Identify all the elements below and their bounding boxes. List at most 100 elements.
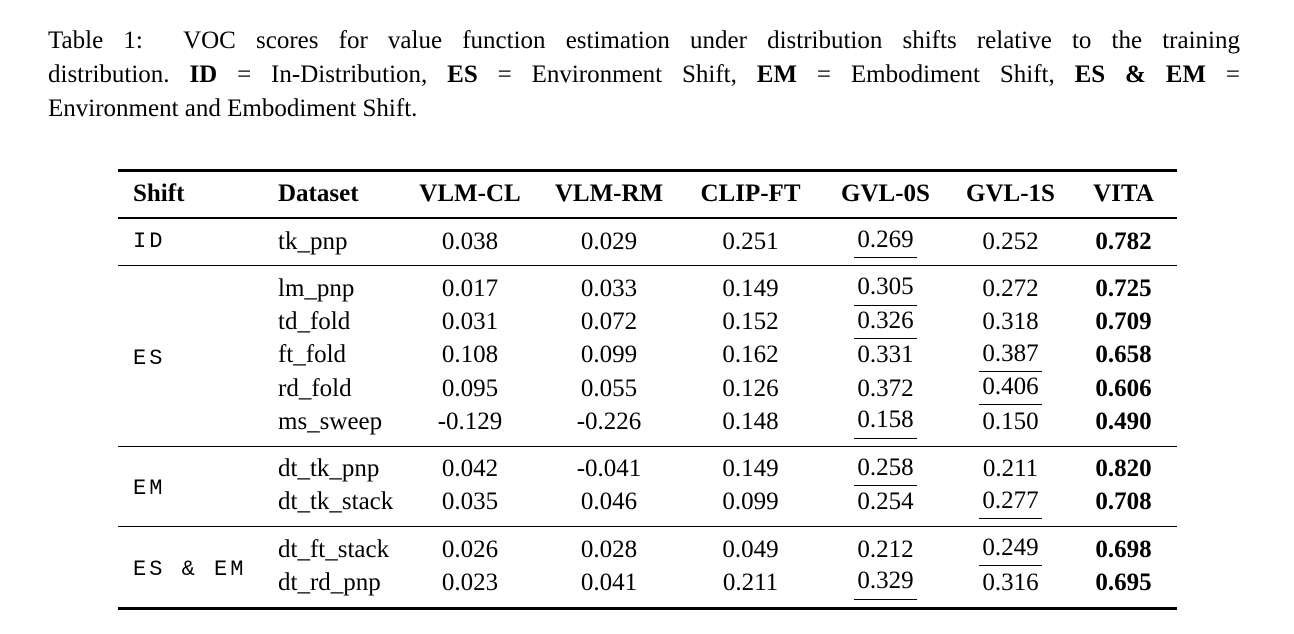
best-value: 0.725	[1095, 274, 1152, 302]
caption-segment: =	[1206, 61, 1240, 88]
caption-segment: = Environment Shift,	[477, 61, 757, 88]
value: 0.331	[857, 341, 914, 369]
best-value: 0.606	[1095, 374, 1152, 402]
second-best-value: 0.277	[979, 487, 1042, 519]
value-cell: 0.099	[681, 486, 820, 527]
value: 0.035	[441, 488, 499, 516]
value-cell: 0.126	[681, 372, 820, 405]
caption-segment: distribution.	[48, 61, 190, 88]
value-cell: 0.162	[681, 339, 820, 372]
best-value: 0.490	[1095, 407, 1152, 435]
value: 0.099	[580, 341, 638, 369]
table-row: rd_fold 0.095 0.055 0.126 0.372 0.406 0.606	[118, 372, 1177, 406]
value-cell: 0.029	[537, 218, 681, 266]
value-cell: 0.490	[1070, 405, 1177, 446]
value-cell: 0.272	[951, 265, 1070, 306]
value-cell: 0.049	[681, 526, 820, 567]
value: 0.072	[580, 308, 638, 336]
value-cell: 0.331	[820, 339, 951, 372]
value-cell: 0.725	[1070, 265, 1177, 306]
second-best-value: 0.326	[854, 307, 917, 339]
table-row: td_fold 0.031 0.072 0.152 0.326 0.318 0.709	[118, 306, 1177, 339]
table-row: dt_rd_pnp 0.023 0.041 0.211 0.329 0.316 0.695	[118, 566, 1177, 608]
results-table: Shift Dataset VLM-CL VLM-RM CLIP-FT GVL-0S GVL…	[118, 169, 1177, 610]
header-row: Shift Dataset VLM-CL VLM-RM CLIP-FT GVL-0S GVL…	[118, 170, 1177, 219]
value-cell: 0.820	[1070, 445, 1177, 486]
value: 0.049	[722, 535, 779, 563]
value: 0.023	[441, 568, 499, 596]
value-cell: 0.152	[681, 306, 820, 339]
value: 0.150	[982, 407, 1039, 435]
value-cell: -0.226	[537, 405, 681, 446]
value: 0.033	[580, 274, 638, 302]
value: -0.129	[437, 407, 503, 435]
paper-page: Table 1: VOC scores for value function e…	[0, 24, 1294, 634]
value-cell: 0.148	[681, 405, 820, 446]
value-cell: 0.017	[403, 265, 537, 306]
column-header-dataset: Dataset	[270, 170, 403, 219]
value-cell: 0.782	[1070, 218, 1177, 266]
value-cell: 0.158	[820, 405, 951, 446]
best-value: 0.658	[1095, 341, 1152, 369]
value-cell: 0.108	[403, 339, 537, 372]
column-header-vita: VITA	[1070, 170, 1177, 219]
dataset-name: rd_fold	[278, 374, 352, 402]
value: 0.252	[982, 227, 1039, 255]
value-cell: 0.269	[820, 218, 951, 266]
value-cell: 0.606	[1070, 372, 1177, 405]
value-cell: 0.254	[820, 486, 951, 527]
value-cell: 0.072	[537, 306, 681, 339]
caption-segment: Table 1: VOC scores for value function e…	[48, 27, 1240, 54]
column-header-gvl-0s: GVL-0S	[820, 170, 951, 219]
shift-label: ES	[118, 265, 270, 446]
value: 0.272	[982, 274, 1039, 302]
dataset-name: lm_pnp	[270, 265, 403, 306]
value-cell: 0.212	[820, 526, 951, 567]
dataset-name: td_fold	[278, 308, 351, 336]
table-row: EM dt_tk_pnp 0.042 -0.041 0.149 0.258 0.211 0.8…	[118, 445, 1177, 527]
dataset-name: dt_tk_pnp	[270, 445, 403, 486]
second-best-value: 0.158	[854, 407, 917, 439]
value-cell: 0.658	[1070, 339, 1177, 372]
caption-segment: = In-Distribution,	[217, 61, 448, 88]
value-cell: 0.046	[537, 486, 681, 527]
table-row: ES lm_pnp 0.017 0.033 0.149 0.305 0.272 0.725	[118, 265, 1177, 446]
value: 0.031	[441, 308, 499, 336]
value: 0.099	[722, 488, 779, 516]
second-best-value: 0.269	[854, 226, 917, 259]
value-cell: -0.041	[537, 445, 681, 486]
value-cell: 0.329	[820, 566, 951, 608]
caption-term: ID	[189, 61, 218, 88]
value-cell: 0.249	[951, 526, 1070, 567]
value-cell: 0.372	[820, 372, 951, 405]
value: 0.095	[441, 374, 499, 402]
second-best-value: 0.258	[854, 454, 917, 486]
value-cell: 0.695	[1070, 566, 1177, 608]
caption-line: Environment and Embodiment Shift.	[48, 92, 1240, 126]
value: 0.149	[722, 274, 779, 302]
value-cell: 0.277	[951, 486, 1070, 527]
value: 0.152	[722, 308, 779, 336]
value-cell: 0.099	[537, 339, 681, 372]
value: 0.212	[857, 535, 914, 563]
value: 0.042	[441, 455, 499, 483]
caption-segment: Environment and Embodiment Shift.	[48, 95, 418, 122]
shift-label: EM	[118, 445, 270, 527]
value-cell: 0.318	[951, 306, 1070, 339]
dataset-name: tk_pnp	[278, 227, 348, 255]
value-cell: 0.026	[403, 526, 537, 567]
shift-label: ID	[133, 228, 166, 254]
caption-term: ES & EM	[1074, 61, 1207, 88]
value-cell: 0.211	[681, 566, 820, 608]
table-row: dt_tk_stack 0.035 0.046 0.099 0.254 0.277 0.70…	[118, 486, 1177, 527]
value-cell: 0.305	[820, 265, 951, 306]
best-value: 0.782	[1095, 227, 1152, 255]
value: 0.029	[580, 227, 638, 255]
best-value: 0.709	[1095, 308, 1152, 336]
table-row: ft_fold 0.108 0.099 0.162 0.331 0.387 0.658	[118, 339, 1177, 372]
value-cell: 0.211	[951, 445, 1070, 486]
value-cell: 0.387	[951, 339, 1070, 372]
caption-term: EM	[756, 61, 798, 88]
shift-label: ES & EM	[118, 526, 270, 608]
value: 0.211	[722, 568, 779, 596]
